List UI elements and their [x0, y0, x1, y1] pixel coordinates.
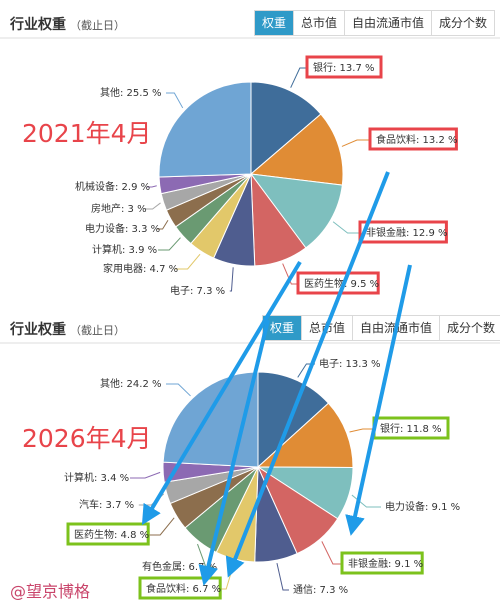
- tab-constituent-count[interactable]: 成分个数: [431, 11, 495, 35]
- highlight-box: [368, 127, 458, 151]
- industry-weight-panel-2021: 行业权重 （截止日） 权重 总市值 自由流通市值 成分个数 银行: 13.7 % 食…: [0, 0, 500, 305]
- year-label: 2026年4月: [22, 424, 152, 453]
- slice-label: 食品饮料: 6.7 %: [146, 582, 221, 595]
- leader-line: [341, 139, 372, 147]
- slice-label: 通信: 7.3 %: [293, 584, 348, 596]
- leader-line: [276, 563, 289, 591]
- metric-tabs: 权重 总市值 自由流通市值 成分个数: [254, 10, 496, 36]
- leader-line: [144, 202, 161, 210]
- slice-label: 银行: 13.7 %: [313, 61, 375, 74]
- highlight-box: [305, 55, 383, 79]
- panel-subtitle: （截止日）: [70, 19, 125, 32]
- tab-weight[interactable]: 权重: [255, 11, 294, 35]
- slice-label: 银行: 11.8 %: [380, 422, 442, 435]
- slice-label: 汽车: 3.7 %: [79, 498, 134, 511]
- leader-line: [138, 493, 165, 506]
- slice-label: 医药生物: 4.8 %: [74, 528, 149, 541]
- panel-subtitle: （截止日）: [70, 324, 125, 337]
- industry-weight-panel-2026: 行业权重 （截止日） 权重 总市值 自由流通市值 成分个数 电子: 13.3 % 银…: [0, 305, 500, 616]
- slice-label: 有色金属: 6.7 %: [142, 560, 217, 573]
- leader-line: [147, 185, 157, 188]
- pie-chart-2026: 电子: 13.3 % 银行: 11.8 % 电力设备: 9.1 % 非银金融: 9.1…: [22, 357, 460, 600]
- leader-line: [351, 494, 381, 508]
- slice-label: 机械设备: 2.9 %: [75, 180, 150, 193]
- pie-chart-2021: 银行: 13.7 % 食品饮料: 13.2 % 非银金融: 12.9 % 医药生物: …: [22, 55, 458, 297]
- leader-line: [297, 363, 315, 378]
- slice-label: 电力设备: 9.1 %: [385, 500, 460, 513]
- leader-line: [332, 221, 362, 234]
- slice-label: 电子: 13.3 %: [319, 357, 381, 370]
- tab-constituent-count[interactable]: 成分个数: [439, 316, 500, 340]
- leader-line: [158, 237, 181, 251]
- slice-label: 其他: 25.5 %: [100, 86, 162, 99]
- slice-label: 计算机: 3.4 %: [64, 471, 129, 484]
- panel-title: 行业权重 （截止日）: [10, 17, 125, 33]
- slice-label: 电力设备: 3.3 %: [85, 222, 160, 235]
- tab-total-market-cap[interactable]: 总市值: [293, 11, 345, 35]
- tab-free-float-market-cap[interactable]: 自由流通市值: [344, 11, 432, 35]
- leader-line: [146, 517, 175, 536]
- slice-label: 房地产: 3 %: [91, 202, 147, 215]
- panel-title: 行业权重 （截止日）: [10, 322, 125, 338]
- leader-line: [166, 92, 184, 109]
- watermark: @望京博格: [10, 582, 91, 601]
- slice-label: 非银金融: 9.1 %: [348, 557, 423, 570]
- slice-label: 食品饮料: 13.2 %: [376, 133, 458, 146]
- slice-label: 非银金融: 12.9 %: [366, 226, 448, 239]
- year-label: 2021年4月: [22, 119, 152, 148]
- leader-line: [175, 253, 201, 270]
- slice-label: 电子: 7.3 %: [170, 284, 225, 297]
- pie-slice: [158, 81, 252, 178]
- leader-line: [229, 267, 234, 292]
- leader-line: [166, 383, 191, 397]
- slice-label: 其他: 24.2 %: [100, 377, 162, 390]
- slice-label: 医药生物: 9.5 %: [304, 277, 379, 290]
- leader-line: [130, 471, 161, 479]
- pie-slice: [162, 371, 259, 468]
- slice-label: 家用电器: 4.7 %: [103, 262, 178, 275]
- leader-line: [349, 428, 376, 433]
- leader-line: [157, 219, 169, 230]
- slice-label: 计算机: 3.9 %: [92, 243, 157, 256]
- highlight-box: [66, 522, 150, 546]
- pie-slice: [250, 81, 322, 176]
- header-divider: [0, 37, 500, 39]
